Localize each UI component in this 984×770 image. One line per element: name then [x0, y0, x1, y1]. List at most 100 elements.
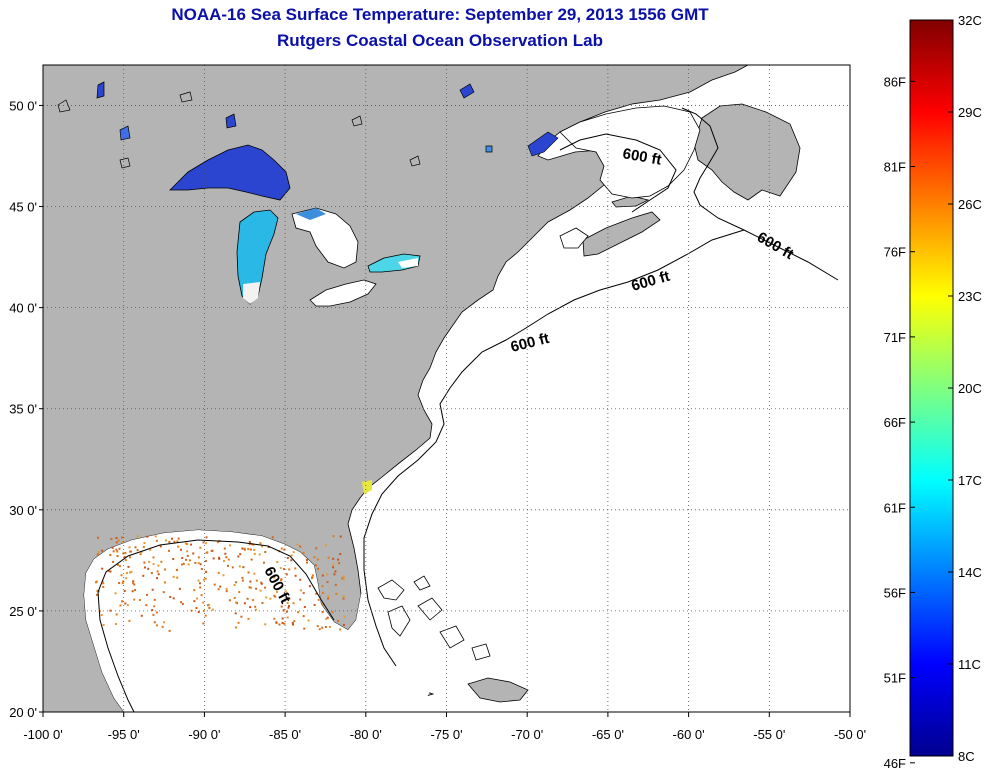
sst-pixel: [223, 547, 226, 550]
sst-pixel: [168, 629, 171, 632]
sst-pixel: [109, 554, 112, 557]
sst-pixel: [240, 615, 243, 618]
land-bahamas: [377, 575, 491, 661]
sst-pixel: [95, 580, 98, 583]
sst-pixel: [164, 539, 167, 542]
sst-pixel: [129, 556, 132, 559]
sst-pixel: [169, 595, 172, 598]
sst-pixel: [142, 574, 145, 577]
sst-pixel: [130, 570, 133, 573]
sst-pixel: [197, 562, 200, 565]
sst-pixel: [306, 561, 309, 564]
land-newfoundland: [693, 103, 801, 201]
sst-pixel: [156, 570, 159, 573]
sst-pixel: [136, 549, 139, 552]
sst-pixel: [185, 558, 188, 561]
sst-pixel: [307, 619, 310, 622]
sst-pixel: [250, 558, 253, 561]
sst-pixel: [186, 550, 189, 553]
sst-pixel: [248, 543, 251, 546]
map-grid: [43, 65, 850, 712]
sst-pixel: [326, 616, 329, 619]
sst-pixel: [148, 560, 151, 563]
sst-pixel: [116, 554, 119, 557]
sst-pixel: [291, 621, 294, 624]
sst-pixel: [193, 600, 196, 603]
sst-pixel: [276, 560, 279, 563]
sst-pixel: [157, 573, 160, 576]
sst-pixel: [153, 598, 156, 601]
sst-pixel: [133, 583, 136, 586]
sst-pixel: [107, 570, 110, 573]
sst-pixel: [279, 579, 282, 582]
lake-huron-north: [296, 208, 326, 220]
sst-pixel: [200, 568, 203, 571]
sst-pixel: [199, 546, 202, 549]
sst-pixel: [334, 583, 337, 586]
sst-pixel: [247, 548, 250, 551]
sst-pixel: [292, 551, 295, 554]
sst-pixel: [286, 616, 289, 619]
sst-pixel: [337, 558, 340, 561]
sst-pixel: [172, 558, 175, 561]
sst-pixel: [328, 625, 331, 628]
sst-pixel: [243, 602, 246, 605]
sst-pixel: [334, 570, 337, 573]
sst-pixel: [197, 579, 200, 582]
sst-pixel: [179, 548, 182, 551]
colorbar: [909, 19, 954, 757]
sst-pixel: [117, 539, 120, 542]
sst-pixel: [178, 587, 181, 590]
sst-pixel: [128, 546, 131, 549]
sst-pixel: [327, 556, 330, 559]
sst-pixel: [213, 583, 216, 586]
sst-pixel: [253, 572, 256, 575]
sst-pixel: [136, 535, 139, 538]
sst-pixel: [327, 595, 330, 598]
sst-pixel: [332, 557, 335, 560]
lat-tick-label: 20 0': [9, 705, 37, 720]
lon-tick-label: -60 0': [673, 727, 705, 742]
sst-pixel: [202, 601, 205, 604]
sst-pixel: [138, 599, 141, 602]
lon-tick-label: -50 0': [834, 727, 866, 742]
sst-pixel: [261, 545, 264, 548]
sst-pixel: [199, 586, 202, 589]
sst-pixel: [318, 628, 321, 631]
sst-pixel: [305, 558, 308, 561]
sst-pixel: [186, 554, 189, 557]
sst-pixel: [112, 550, 115, 553]
sst-pixel: [339, 535, 342, 538]
sst-pixel: [321, 626, 324, 629]
sst-pixel: [151, 588, 154, 591]
sst-pixel: [150, 572, 153, 575]
sst-pixel: [145, 593, 148, 596]
colorbar-label-celsius: 11C: [958, 657, 981, 672]
sst-pixel: [155, 611, 158, 614]
sst-pixel: [342, 575, 345, 578]
sst-pixel: [241, 579, 244, 582]
sst-pixel: [317, 598, 320, 601]
sst-pixel: [248, 540, 251, 543]
sst-pixel: [194, 561, 197, 564]
sst-pixel: [260, 581, 263, 584]
sst-pixel: [315, 547, 318, 550]
sst-pixel: [212, 557, 215, 560]
sst-pixel: [176, 540, 179, 543]
sst-pixel: [342, 597, 345, 600]
sst-pixel: [102, 582, 105, 585]
sst-pixel: [97, 590, 100, 593]
sst-pixel: [114, 592, 117, 595]
sst-pixel: [326, 573, 329, 576]
sst-pixel: [321, 591, 324, 594]
sst-pixel: [321, 585, 324, 588]
colorbar-label-fahrenheit: 81F: [884, 160, 906, 175]
sst-pixel: [125, 572, 128, 575]
sst-pixel: [211, 608, 214, 611]
sst-pixel: [342, 578, 345, 581]
sst-pixel: [159, 545, 162, 548]
sst-pixel: [265, 596, 268, 599]
colorbar-label-fahrenheit: 71F: [884, 330, 906, 345]
lat-tick-label: 35 0': [9, 402, 37, 417]
sst-pixel: [286, 602, 289, 605]
